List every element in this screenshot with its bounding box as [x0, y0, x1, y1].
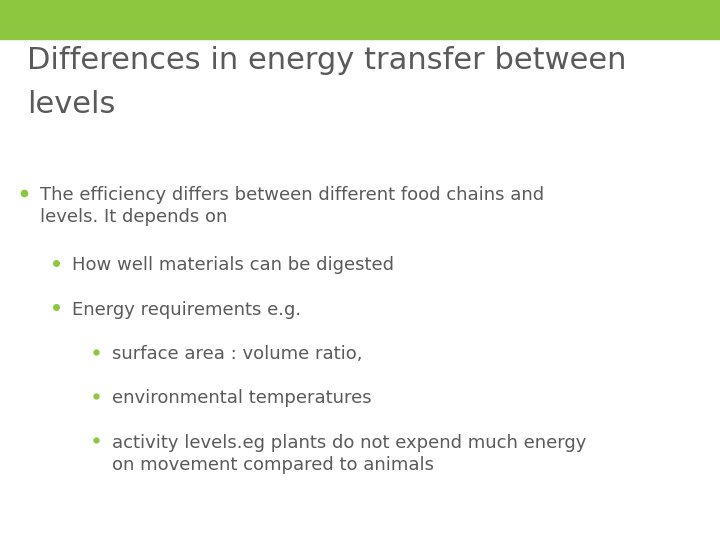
Text: Energy requirements e.g.: Energy requirements e.g.	[72, 301, 301, 319]
Text: How well materials can be digested: How well materials can be digested	[72, 256, 394, 274]
Text: levels: levels	[27, 90, 116, 119]
Text: The efficiency differs between different food chains and
levels. It depends on: The efficiency differs between different…	[40, 186, 544, 226]
Text: surface area : volume ratio,: surface area : volume ratio,	[112, 345, 362, 363]
Text: environmental temperatures: environmental temperatures	[112, 389, 372, 407]
Text: Differences in energy transfer between: Differences in energy transfer between	[27, 46, 627, 75]
Text: activity levels.eg plants do not expend much energy
on movement compared to anim: activity levels.eg plants do not expend …	[112, 434, 586, 474]
